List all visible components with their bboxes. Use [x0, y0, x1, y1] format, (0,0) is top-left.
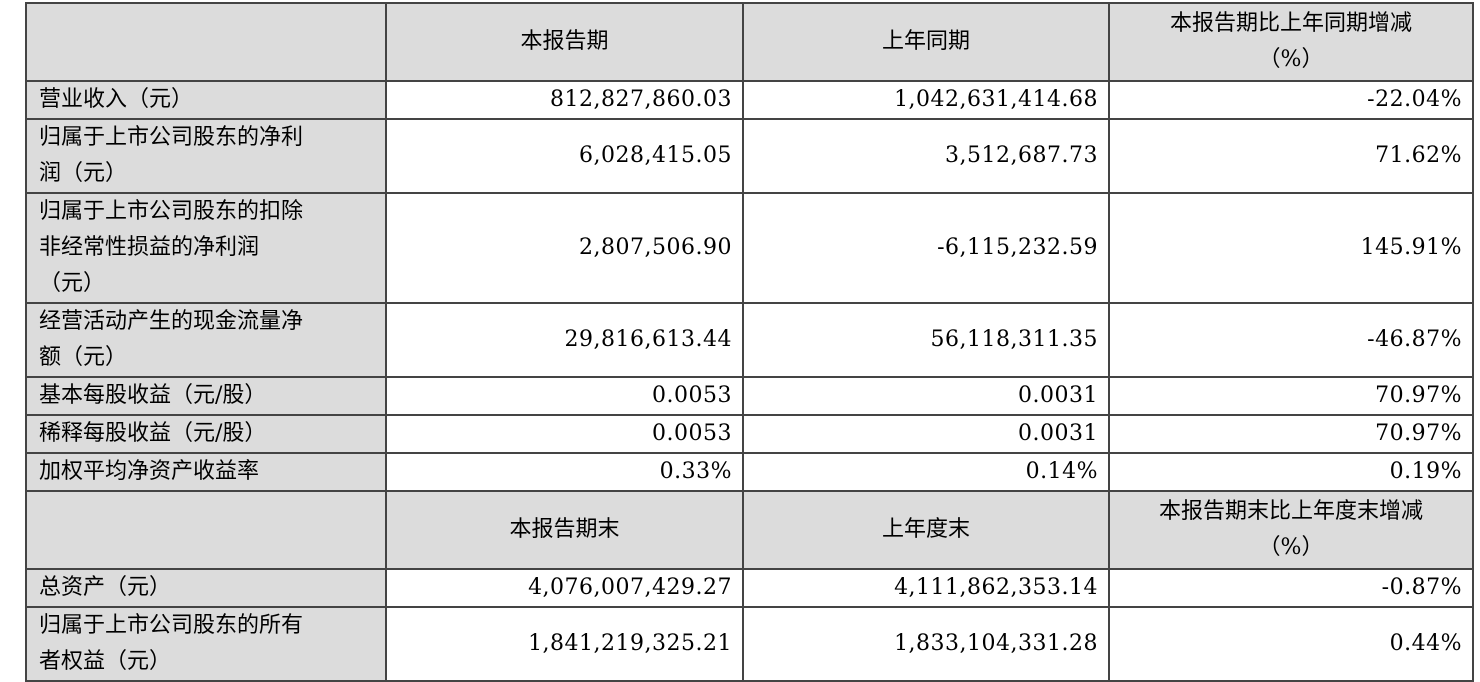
header-change-percent: 本报告期比上年同期增减 （%）: [1108, 2, 1474, 82]
prior-period-value: 3,512,687.73: [742, 118, 1110, 194]
current-period-value: 2,807,506.90: [385, 192, 744, 304]
row-label: 基本每股收益（元/股）: [25, 376, 387, 416]
change-percent-value: 145.91%: [1108, 192, 1474, 304]
change-percent-value: 70.97%: [1108, 414, 1474, 454]
current-period-value: 6,028,415.05: [385, 118, 744, 194]
financial-summary: 本报告期 上年同期 本报告期比上年同期增减 （%） 营业收入（元） 812,82…: [25, 2, 1474, 682]
table-row-net-profit-excl-nonrecurring: 归属于上市公司股东的扣除 非经常性损益的净利润 （元） 2,807,506.90…: [25, 192, 1474, 304]
change-percent-value: -0.87%: [1108, 568, 1474, 608]
change-percent-value: 70.97%: [1108, 376, 1474, 416]
header-period-end-change-percent: 本报告期末比上年度末增减 （%）: [1108, 490, 1474, 570]
current-period-value: 0.0053: [385, 376, 744, 416]
current-period-value: 4,076,007,429.27: [385, 568, 744, 608]
change-percent-value: -46.87%: [1108, 302, 1474, 378]
current-period-value: 812,827,860.03: [385, 80, 744, 120]
table-row-total-assets: 总资产（元） 4,076,007,429.27 4,111,862,353.14…: [25, 568, 1474, 608]
prior-period-value: 1,833,104,331.28: [742, 606, 1110, 682]
financial-summary-table: 本报告期 上年同期 本报告期比上年同期增减 （%） 营业收入（元） 812,82…: [25, 2, 1474, 682]
current-period-value: 29,816,613.44: [385, 302, 744, 378]
current-period-value: 0.33%: [385, 452, 744, 492]
row-label: 归属于上市公司股东的净利 润（元）: [25, 118, 387, 194]
table-row-basic-eps: 基本每股收益（元/股） 0.0053 0.0031 70.97%: [25, 376, 1474, 416]
prior-period-value: 0.0031: [742, 376, 1110, 416]
change-percent-value: 0.44%: [1108, 606, 1474, 682]
prior-period-value: 1,042,631,414.68: [742, 80, 1110, 120]
table-row-weighted-avg-roe: 加权平均净资产收益率 0.33% 0.14% 0.19%: [25, 452, 1474, 492]
header-prior-year-end: 上年度末: [742, 490, 1110, 570]
table-row-net-profit: 归属于上市公司股东的净利 润（元） 6,028,415.05 3,512,687…: [25, 118, 1474, 194]
prior-period-value: 0.14%: [742, 452, 1110, 492]
table-row-diluted-eps: 稀释每股收益（元/股） 0.0053 0.0031 70.97%: [25, 414, 1474, 454]
table-row-operating-cash-flow: 经营活动产生的现金流量净 额（元） 29,816,613.44 56,118,3…: [25, 302, 1474, 378]
change-percent-value: 0.19%: [1108, 452, 1474, 492]
row-label: 总资产（元）: [25, 568, 387, 608]
row-label: 稀释每股收益（元/股）: [25, 414, 387, 454]
row-label: 归属于上市公司股东的扣除 非经常性损益的净利润 （元）: [25, 192, 387, 304]
header-row-period-end: 本报告期末 上年度末 本报告期末比上年度末增减 （%）: [25, 490, 1474, 570]
table-row-operating-revenue: 营业收入（元） 812,827,860.03 1,042,631,414.68 …: [25, 80, 1474, 120]
row-label: 归属于上市公司股东的所有 者权益（元）: [25, 606, 387, 682]
header-row-current-period: 本报告期 上年同期 本报告期比上年同期增减 （%）: [25, 2, 1474, 82]
header-prior-period: 上年同期: [742, 2, 1110, 82]
current-period-value: 1,841,219,325.21: [385, 606, 744, 682]
current-period-value: 0.0053: [385, 414, 744, 454]
row-label: 营业收入（元）: [25, 80, 387, 120]
change-percent-value: -22.04%: [1108, 80, 1474, 120]
row-label: 加权平均净资产收益率: [25, 452, 387, 492]
prior-period-value: 4,111,862,353.14: [742, 568, 1110, 608]
header-empty-cell: [25, 490, 387, 570]
prior-period-value: 0.0031: [742, 414, 1110, 454]
header-current-period: 本报告期: [385, 2, 744, 82]
change-percent-value: 71.62%: [1108, 118, 1474, 194]
row-label: 经营活动产生的现金流量净 额（元）: [25, 302, 387, 378]
prior-period-value: -6,115,232.59: [742, 192, 1110, 304]
header-current-period-end: 本报告期末: [385, 490, 744, 570]
prior-period-value: 56,118,311.35: [742, 302, 1110, 378]
table-row-owners-equity: 归属于上市公司股东的所有 者权益（元） 1,841,219,325.21 1,8…: [25, 606, 1474, 682]
header-empty-cell: [25, 2, 387, 82]
